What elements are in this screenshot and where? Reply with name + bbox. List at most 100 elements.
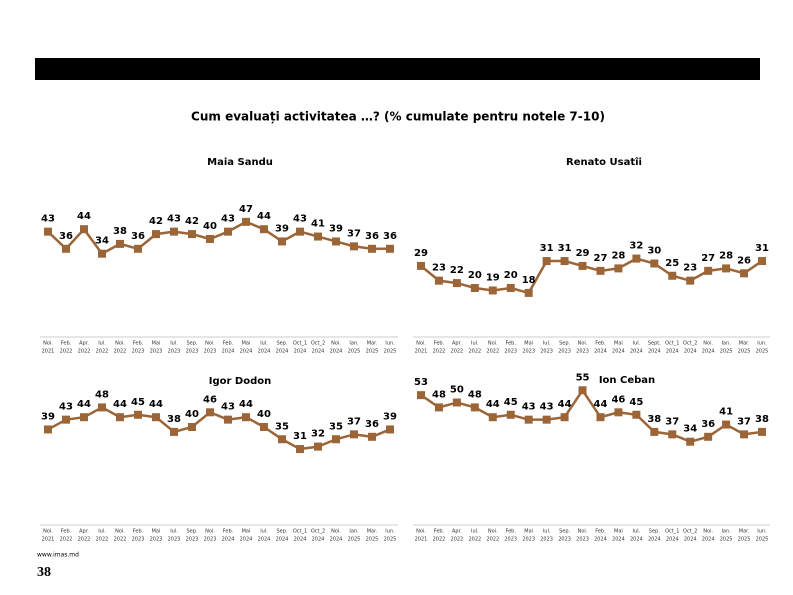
x-tick-label: 2022 xyxy=(60,349,73,355)
x-tick-label: 2023 xyxy=(540,349,553,355)
value-label: 43 xyxy=(522,402,536,413)
x-tick-label: 2024 xyxy=(684,537,697,543)
marker xyxy=(488,413,497,422)
x-tick-label: Noi. xyxy=(578,341,588,347)
value-label: 39 xyxy=(329,223,343,234)
marker xyxy=(722,264,731,273)
x-tick-label: 2024 xyxy=(258,349,271,355)
marker xyxy=(704,432,713,441)
value-label: 35 xyxy=(275,421,289,432)
marker xyxy=(578,386,587,395)
marker xyxy=(524,415,533,424)
marker xyxy=(170,427,178,436)
x-tick-label: Noi. xyxy=(331,529,341,535)
x-tick-label: 2022 xyxy=(96,537,109,543)
x-tick-label: 2024 xyxy=(330,537,343,543)
x-tick-label: 2023 xyxy=(132,349,145,355)
value-label: 55 xyxy=(576,372,590,383)
x-tick-label: 2024 xyxy=(666,537,679,543)
value-label: 28 xyxy=(719,250,733,261)
marker xyxy=(434,403,443,412)
marker xyxy=(314,442,322,451)
value-label: 37 xyxy=(665,416,679,427)
marker xyxy=(332,435,340,444)
marker xyxy=(170,227,178,236)
value-label: 20 xyxy=(504,270,518,281)
value-label: 34 xyxy=(683,424,697,435)
marker xyxy=(134,244,142,253)
chart-title: Renato Usatîi xyxy=(566,156,642,168)
x-tick-label: 2023 xyxy=(186,537,199,543)
x-tick-label: 2022 xyxy=(114,537,127,543)
marker xyxy=(44,425,52,434)
x-tick-label: Iun. xyxy=(385,341,395,347)
x-tick-label: Sep. xyxy=(559,341,570,347)
marker xyxy=(686,276,695,285)
value-label: 44 xyxy=(594,399,608,410)
x-tick-label: 2023 xyxy=(150,349,163,355)
value-label: 44 xyxy=(486,399,500,410)
value-label: 53 xyxy=(414,377,428,388)
marker xyxy=(368,432,376,441)
x-tick-label: 2024 xyxy=(222,349,235,355)
value-label: 42 xyxy=(185,216,199,227)
x-tick-label: 2024 xyxy=(594,537,607,543)
value-label: 36 xyxy=(383,231,397,242)
marker xyxy=(62,415,70,424)
x-tick-label: Apr. xyxy=(452,529,462,535)
x-tick-label: 2025 xyxy=(366,349,379,355)
x-tick-label: 2023 xyxy=(522,537,535,543)
marker xyxy=(758,257,766,266)
x-tick-label: Oct_2 xyxy=(683,341,697,347)
value-label: 39 xyxy=(383,411,397,422)
value-label: 46 xyxy=(611,394,625,405)
value-label: 18 xyxy=(522,275,536,286)
x-tick-label: 2022 xyxy=(78,349,91,355)
x-tick-label: Sept. xyxy=(648,341,661,347)
marker xyxy=(506,284,515,292)
x-tick-label: Oct_1 xyxy=(665,529,679,535)
value-label: 44 xyxy=(77,211,91,222)
x-tick-label: Mai xyxy=(152,341,161,347)
x-tick-label: 2024 xyxy=(240,537,253,543)
x-tick-label: 2023 xyxy=(576,537,589,543)
x-tick-label: Sep. xyxy=(186,341,197,347)
marker xyxy=(740,269,749,278)
marker xyxy=(686,437,695,446)
x-tick-label: Sep. xyxy=(276,341,287,347)
marker xyxy=(632,254,641,263)
x-tick-label: 2021 xyxy=(415,537,428,543)
x-tick-label: 2022 xyxy=(468,349,481,355)
x-tick-label: 2022 xyxy=(433,349,446,355)
x-tick-label: 2023 xyxy=(558,537,571,543)
value-label: 48 xyxy=(468,389,482,400)
x-tick-label: 2025 xyxy=(738,537,751,543)
marker xyxy=(596,266,605,275)
value-label: 27 xyxy=(594,253,608,264)
value-label: 39 xyxy=(275,223,289,234)
marker xyxy=(242,217,250,226)
x-tick-label: 2025 xyxy=(384,349,397,355)
x-tick-label: Iul. xyxy=(98,341,106,347)
value-label: 36 xyxy=(365,231,379,242)
x-tick-label: 2024 xyxy=(630,349,643,355)
marker xyxy=(134,410,142,419)
value-label: 32 xyxy=(629,241,643,252)
x-tick-label: 2025 xyxy=(366,537,379,543)
x-tick-label: Noi. xyxy=(115,529,125,535)
value-label: 20 xyxy=(468,270,482,281)
marker xyxy=(596,413,605,422)
marker xyxy=(614,264,623,273)
x-tick-label: Apr. xyxy=(79,341,89,347)
x-tick-label: Feb. xyxy=(434,529,445,535)
chart-title: Maia Sandu xyxy=(207,157,273,168)
x-tick-label: Iul. xyxy=(471,529,479,535)
value-label: 43 xyxy=(59,402,73,413)
marker xyxy=(80,225,88,234)
x-tick-label: 2025 xyxy=(756,537,769,543)
x-tick-label: 2024 xyxy=(612,537,625,543)
marker xyxy=(758,427,766,436)
x-tick-label: Mai xyxy=(524,529,533,535)
x-tick-label: 2022 xyxy=(60,537,73,543)
x-tick-label: Noi. xyxy=(578,529,588,535)
